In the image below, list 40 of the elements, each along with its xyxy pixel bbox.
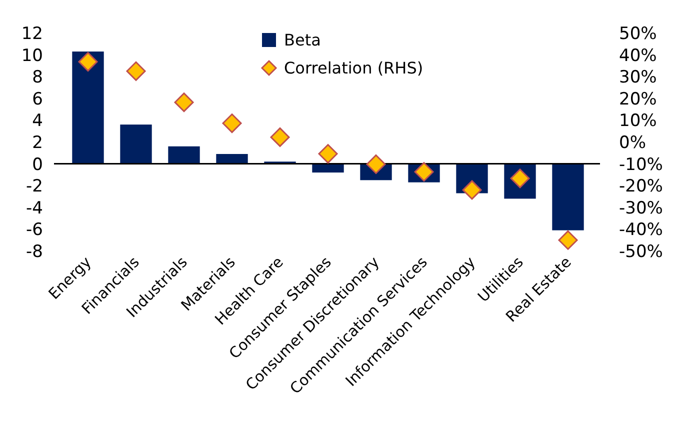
bar	[72, 52, 104, 164]
y2-tick-label: -30%	[619, 198, 663, 218]
y2-tick-label: 20%	[619, 89, 657, 110]
point	[366, 154, 386, 174]
y-tick-label: -2	[26, 176, 43, 197]
bar	[120, 124, 152, 164]
bar	[168, 146, 200, 164]
point	[222, 114, 242, 133]
y2-tick-label: 10%	[619, 111, 657, 132]
y2-tick-label: -50%	[619, 242, 663, 262]
point	[126, 61, 146, 81]
bar	[552, 164, 584, 230]
point	[174, 92, 194, 112]
y-tick-label: 12	[21, 24, 43, 44]
y-tick-label: -8	[26, 242, 43, 262]
y-tick-label: 4	[32, 111, 43, 132]
y2-tick-label: 40%	[619, 46, 657, 66]
bar	[312, 164, 344, 173]
y-tick-label: 6	[32, 89, 43, 110]
y2-tick-label: 50%	[619, 24, 657, 44]
y2-tick-label: -10%	[619, 154, 663, 175]
y-tick-label: -6	[26, 220, 43, 240]
point	[414, 162, 434, 182]
point	[270, 127, 290, 147]
y-tick-label: 2	[32, 132, 43, 153]
point	[78, 52, 98, 72]
y2-tick-label: -40%	[619, 220, 663, 240]
y-tick-label: 10	[21, 46, 43, 66]
y2-tick-label: -20%	[619, 176, 663, 197]
bar	[216, 154, 248, 164]
point	[558, 230, 578, 250]
point	[318, 144, 338, 164]
y-tick-label: 0	[32, 154, 43, 175]
legend-label: Correlation (RHS)	[284, 58, 424, 78]
y2-tick-label: 30%	[619, 68, 657, 88]
legend-label: Beta	[284, 30, 321, 50]
y-tick-label: 8	[32, 68, 43, 88]
point	[462, 180, 482, 200]
y-tick-label: -4	[26, 198, 43, 218]
y2-tick-label: 0%	[619, 132, 646, 153]
